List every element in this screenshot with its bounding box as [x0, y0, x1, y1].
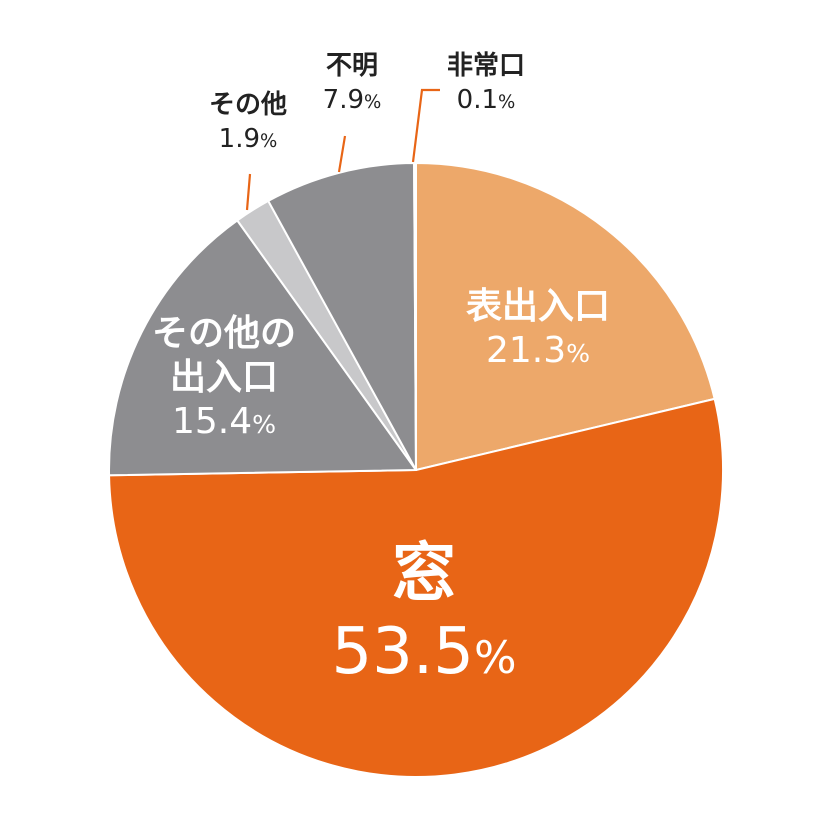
- slice-value-2: 15.4%: [172, 401, 276, 442]
- slice-value-0: 21.3%: [486, 330, 590, 371]
- slice-label-4: 不明: [326, 51, 378, 81]
- slice-label-0: 表出入口: [466, 286, 610, 327]
- slice-value-3: 1.9%: [219, 124, 278, 154]
- pie-slice-1: [108, 397, 725, 778]
- pie-slice-5: [413, 162, 417, 471]
- slice-value-4: 7.9%: [323, 85, 382, 115]
- slice-value-5: 0.1%: [457, 85, 516, 115]
- leader-line-4: [337, 135, 347, 173]
- pie-slices: [108, 162, 725, 778]
- slice-label-1: 窓: [392, 537, 456, 611]
- pie-slice-0: [415, 162, 716, 471]
- leader-line-3: [245, 173, 252, 211]
- pie-slice-2: [108, 219, 417, 477]
- slice-label-2-line-1: 出入口: [170, 357, 278, 398]
- slice-label-2-line-0: その他の: [152, 313, 296, 354]
- pie-slice-4: [267, 162, 417, 471]
- slice-label-3: その他: [209, 90, 287, 120]
- slice-label-5: 非常口: [447, 51, 525, 81]
- slice-value-1: 53.5%: [331, 615, 516, 689]
- leader-line-5: [411, 88, 440, 163]
